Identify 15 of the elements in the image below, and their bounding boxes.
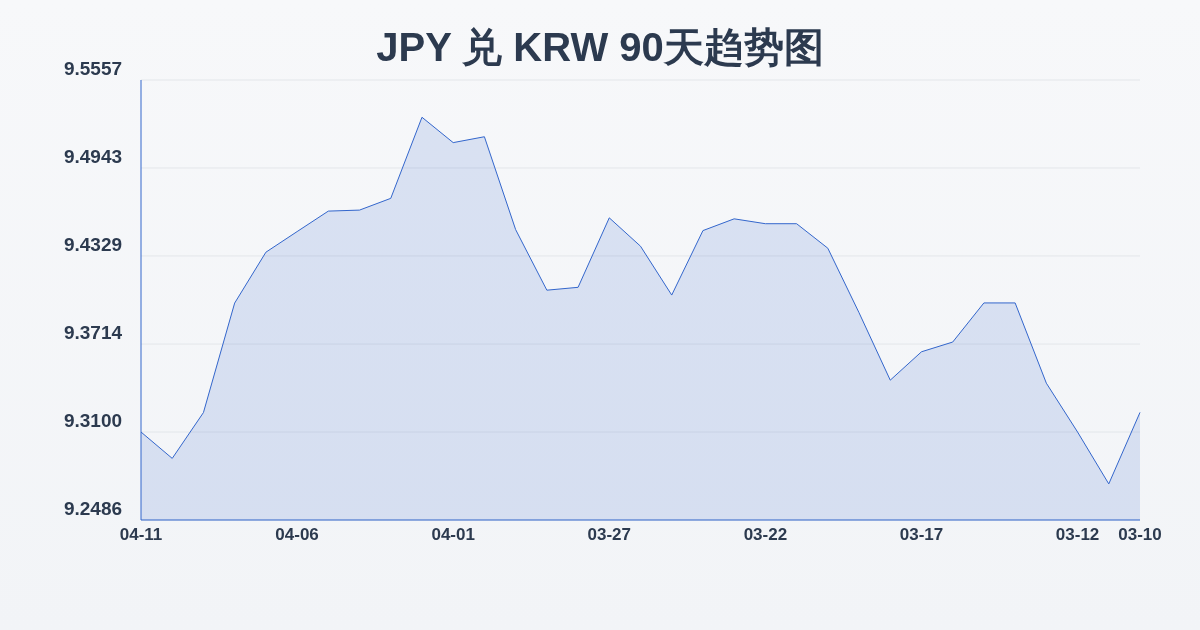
x-tick-label: 03-12	[1055, 525, 1100, 545]
y-tick-label: 9.2486	[63, 497, 123, 519]
y-tick-label: 9.4329	[63, 233, 123, 255]
x-tick-label: 03-17	[899, 525, 944, 545]
x-tick-label: 04-06	[275, 525, 319, 545]
chart-title: JPY 兑 KRW 90天趋势图	[376, 25, 824, 69]
y-tick-label: 9.3714	[63, 321, 123, 343]
x-tick-label: 04-11	[119, 525, 163, 545]
y-tick-label: 9.4943	[63, 145, 123, 167]
x-tick-label: 03-27	[587, 525, 632, 545]
x-tick-label: 04-01	[431, 525, 475, 545]
y-tick-label: 9.3100	[63, 409, 123, 431]
y-tick-label: 9.5557	[63, 57, 123, 79]
x-tick-label: 03-22	[743, 525, 788, 545]
x-tick-label: 03-10	[1118, 525, 1162, 545]
